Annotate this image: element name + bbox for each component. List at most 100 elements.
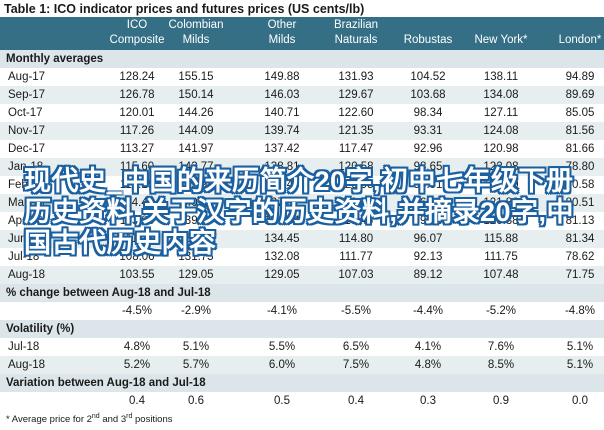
- table-row: Sep-17 126.78 150.14 146.03 129.67 103.68 134.…: [0, 86, 604, 104]
- table-cell: 7.5%: [342, 359, 370, 371]
- table-cell: 81.34: [565, 233, 595, 245]
- table-row: Jul-18 108.06 131.75 132.08 111.77 92.13 111.7…: [0, 248, 604, 266]
- table-cell: 139.48: [264, 179, 300, 191]
- table-cell: 149.88: [264, 71, 300, 83]
- table-cell: 89.12: [413, 269, 443, 281]
- table-cell: 134.34: [264, 215, 300, 227]
- table-cell: 113.85: [119, 215, 155, 227]
- table-cell: 117.47: [338, 143, 374, 155]
- table-cell: 5.1%: [566, 341, 594, 353]
- table-cell: -5.2%: [485, 305, 517, 317]
- section-pct-change: % change between Aug-18 and Jul-18: [0, 284, 604, 302]
- table-cell: 122.60: [338, 107, 374, 119]
- table-cell: 118.45: [338, 215, 374, 227]
- watermark-overlay: 现代史_中国的来历简介20字,初中七年级下册历史资料,关于汉字的历史资料,并摘录…: [24, 166, 575, 258]
- table-cell: 137.42: [264, 143, 300, 155]
- row-label: Nov-17: [8, 125, 46, 137]
- table-cell: 121.86: [483, 197, 519, 209]
- table-cell: 120.88: [483, 215, 519, 227]
- table-cell: 141.97: [178, 143, 214, 155]
- table-cell: 120.58: [338, 161, 374, 173]
- table-cell: 134.45: [264, 233, 300, 245]
- row-label: Aug-18: [8, 269, 46, 281]
- table-cell: 121.35: [338, 125, 374, 137]
- table-row: Aug-17 128.24 155.15 149.88 131.93 104.52 138.…: [0, 68, 604, 86]
- table-cell: 92.96: [413, 143, 443, 155]
- table-cell: -2.9%: [180, 305, 212, 317]
- section-volatility-label: Volatility (%): [6, 323, 75, 335]
- table-cell: 132.08: [264, 251, 300, 263]
- column-header-line1: [388, 18, 468, 33]
- table-cell: 120.98: [483, 143, 519, 155]
- table-cell: 120.95: [338, 179, 374, 191]
- table-cell: 120.01: [119, 107, 155, 119]
- table-cell: 0.5: [274, 395, 290, 407]
- table-cell: 98.34: [413, 107, 443, 119]
- table-cell: 129.05: [264, 269, 300, 281]
- table-cell: 128.24: [119, 71, 155, 83]
- table-cell: 0.9: [493, 395, 509, 407]
- footnote: * Average price for 2nd and 3rd position…: [6, 413, 173, 426]
- table-cell: 104.52: [410, 71, 446, 83]
- table-cell: 137.01: [264, 197, 300, 209]
- table-cell: 78.62: [565, 251, 595, 263]
- table-cell: 0.0: [572, 395, 588, 407]
- table-cell: 129.67: [338, 89, 374, 101]
- table-cell: 140.41: [178, 197, 214, 209]
- section-monthly-averages-label: Monthly averages: [6, 53, 104, 65]
- table-cell: -5.5%: [340, 305, 372, 317]
- column-header: Robustas: [388, 17, 468, 50]
- table-cell: 143.77: [178, 161, 214, 173]
- table-cell: 140.71: [264, 107, 300, 119]
- column-header: Brazilian Naturals: [313, 17, 399, 50]
- table-row: Jun-18 111.24 136.84 134.45 114.80 96.07 115.8…: [0, 230, 604, 248]
- table-cell: 6.0%: [268, 359, 296, 371]
- table-cell: 80.51: [565, 197, 595, 209]
- table-row: Oct-17 120.01 144.26 140.71 122.60 98.34 127.1…: [0, 104, 604, 122]
- table-cell: 142.98: [178, 179, 214, 191]
- column-header-line2: Robustas: [403, 34, 453, 46]
- table-cell: 96.07: [413, 233, 443, 245]
- row-label: Jul-18: [8, 251, 40, 263]
- table-cell: 4.1%: [414, 341, 442, 353]
- table-cell: 124.08: [483, 125, 519, 137]
- table-cell: -4.8%: [564, 305, 596, 317]
- column-header-line2: Composite: [109, 34, 165, 46]
- table-cell: 71.75: [565, 269, 595, 281]
- table-cell: 111.77: [339, 251, 373, 263]
- row-label: Oct-17: [8, 107, 43, 119]
- table-cell: -4.1%: [266, 305, 298, 317]
- section-volatility: Volatility (%): [0, 320, 604, 338]
- table-cell: 4.8%: [414, 359, 442, 371]
- row-label: Feb-18: [8, 179, 45, 191]
- row-label: Aug-18: [8, 359, 46, 371]
- column-header: Colombian Milds: [153, 17, 239, 50]
- table-cell: 144.26: [178, 107, 214, 119]
- column-header-line1: Brazilian: [333, 19, 379, 31]
- table-cell: 113.27: [119, 143, 155, 155]
- column-header-line1: [458, 18, 544, 33]
- table-cell: 122.08: [483, 161, 519, 173]
- table-cell: 5.1%: [182, 341, 210, 353]
- column-header-line2: Milds: [182, 34, 210, 46]
- table-cell: 123.60: [483, 179, 519, 191]
- column-header-line1: ICO: [126, 19, 148, 31]
- column-header: New York*: [458, 17, 544, 50]
- table-cell: 92.13: [413, 251, 443, 263]
- table-cell: 103.55: [119, 269, 155, 281]
- table-cell: 81.56: [565, 125, 595, 137]
- table-cell: 85.05: [565, 107, 595, 119]
- column-header-line2: New York*: [474, 34, 528, 46]
- table-cell: 80.58: [565, 179, 595, 191]
- table-cell: -4.5%: [121, 305, 153, 317]
- table-cell: 93.31: [413, 125, 443, 137]
- table-row: Mar-18 114.44 140.41 137.01 119.01 96.93 121.8…: [0, 194, 604, 212]
- table-cell: 5.5%: [268, 341, 296, 353]
- table-cell: 98.91: [413, 179, 443, 191]
- table-cell: 115.88: [483, 233, 519, 245]
- table-row: 0.4 0.6 0.5 0.4 0.3 0.9 0.0: [0, 392, 604, 410]
- table-row: Aug-18 103.55 129.05 129.05 107.03 89.12 107.4…: [0, 266, 604, 284]
- table-cell: 0.4: [348, 395, 364, 407]
- table-header: ICO Composite Colombian Milds Other Milds Braz…: [0, 17, 604, 50]
- table-cell: 8.5%: [487, 359, 515, 371]
